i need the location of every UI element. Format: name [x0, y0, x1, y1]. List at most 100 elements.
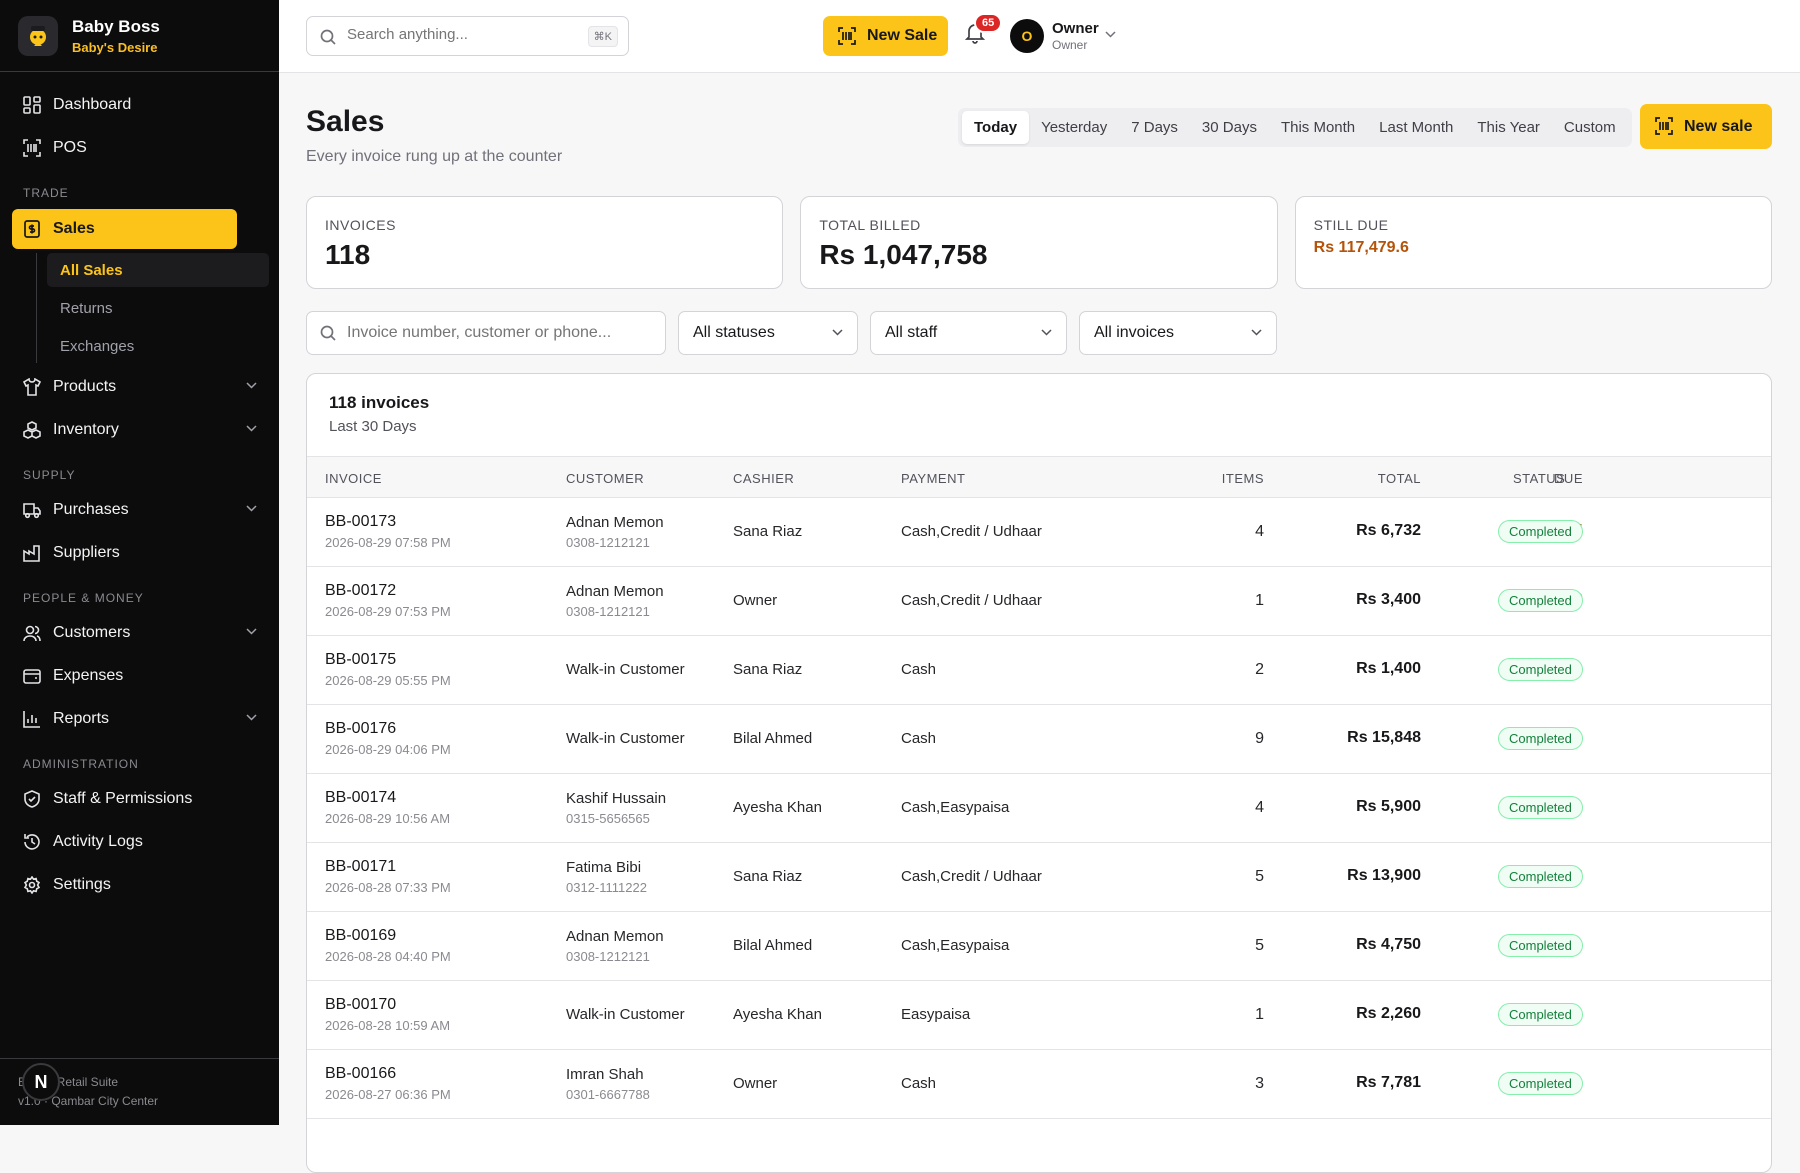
bar-chart-icon — [23, 710, 41, 728]
sidebar-item-reports[interactable]: Reports — [0, 699, 279, 739]
invoice-total: Rs 1,400 — [1356, 660, 1421, 678]
range-this-year[interactable]: This Year — [1465, 111, 1552, 144]
invoice-search-input[interactable] — [347, 324, 647, 342]
invoice-number[interactable]: BB-00172 — [325, 582, 396, 600]
range-today[interactable]: Today — [962, 111, 1029, 144]
invoice-type-filter-select[interactable]: All invoices — [1079, 311, 1277, 355]
invoice-number[interactable]: BB-00173 — [325, 513, 396, 531]
range-custom[interactable]: Custom — [1552, 111, 1628, 144]
status-filter-value: All statuses — [693, 324, 775, 341]
cashier-name: Ayesha Khan — [733, 799, 822, 816]
col-total[interactable]: TOTAL — [1378, 471, 1421, 486]
status-badge: Completed — [1498, 520, 1583, 543]
brand[interactable]: Baby Boss Baby's Desire — [0, 0, 279, 72]
payment-method: Cash — [901, 730, 936, 747]
col-cashier[interactable]: CASHIER — [733, 471, 794, 486]
invoice-search[interactable] — [306, 311, 666, 355]
col-invoice[interactable]: INVOICE — [325, 471, 382, 486]
invoice-date: 2026-08-29 10:56 AM — [325, 811, 450, 826]
cashier-name: Sana Riaz — [733, 868, 802, 885]
status-badge: Completed — [1498, 796, 1583, 819]
factory-icon — [23, 544, 41, 562]
search-icon — [320, 325, 336, 341]
sidebar-item-pos[interactable]: POS — [0, 128, 279, 168]
invoice-number[interactable]: BB-00166 — [325, 1065, 396, 1083]
sidebar-item-suppliers[interactable]: Suppliers — [0, 533, 279, 573]
customer-name: Adnan Memon — [566, 583, 664, 600]
col-customer[interactable]: CUSTOMER — [566, 471, 644, 486]
next-dev-badge[interactable]: N — [22, 1063, 60, 1101]
user-role: Owner — [1052, 38, 1087, 52]
customer-name: Walk-in Customer — [566, 730, 685, 747]
sidebar-item-sales[interactable]: Sales — [12, 209, 237, 249]
invoice-number[interactable]: BB-00175 — [325, 651, 396, 669]
invoice-date: 2026-08-28 07:33 PM — [325, 880, 451, 895]
payment-method: Cash,Credit / Udhaar — [901, 523, 1042, 540]
sidebar-item-label: Expenses — [53, 667, 123, 685]
range-yesterday[interactable]: Yesterday — [1029, 111, 1119, 144]
chevron-down-icon[interactable] — [1105, 31, 1116, 38]
sidebar-item-label: Products — [53, 378, 116, 396]
stat-value: Rs 1,047,758 — [819, 239, 1258, 271]
payment-method: Cash,Easypaisa — [901, 937, 1009, 954]
footer-version: v1.0 · Qambar City Center — [18, 1092, 279, 1111]
customer-name: Walk-in Customer — [566, 661, 685, 678]
items-count: 1 — [1255, 592, 1264, 610]
invoice-number[interactable]: BB-00169 — [325, 927, 396, 945]
global-search[interactable]: ⌘K — [306, 16, 629, 56]
range-this-month[interactable]: This Month — [1269, 111, 1367, 144]
sidebar-item-expenses[interactable]: Expenses — [0, 656, 279, 696]
new-sale-page-button[interactable]: New sale — [1640, 104, 1772, 149]
col-payment[interactable]: PAYMENT — [901, 471, 965, 486]
invoice-number[interactable]: BB-00174 — [325, 789, 396, 807]
invoice-total: Rs 5,900 — [1356, 798, 1421, 816]
sidebar-item-label: Purchases — [53, 501, 129, 519]
sidebar-item-returns[interactable]: Returns — [47, 291, 269, 325]
status-badge: Completed — [1498, 934, 1583, 957]
invoice-number[interactable]: BB-00171 — [325, 858, 396, 876]
invoice-number[interactable]: BB-00170 — [325, 996, 396, 1014]
sidebar-item-settings[interactable]: Settings — [0, 865, 279, 905]
customer-phone: 0308-1212121 — [566, 535, 650, 550]
sidebar-item-label: Activity Logs — [53, 833, 143, 851]
col-items[interactable]: ITEMS — [1222, 471, 1264, 486]
sidebar-item-dashboard[interactable]: Dashboard — [0, 85, 279, 125]
range-last-month[interactable]: Last Month — [1367, 111, 1465, 144]
search-input[interactable] — [347, 26, 577, 43]
table-header: INVOICE CUSTOMER CASHIER PAYMENT ITEMS T… — [307, 456, 1771, 498]
status-filter-select[interactable]: All statuses — [678, 311, 858, 355]
customer-name: Walk-in Customer — [566, 1006, 685, 1023]
invoice-date: 2026-08-27 06:36 PM — [325, 1087, 451, 1102]
sidebar-item-activity-logs[interactable]: Activity Logs — [0, 822, 279, 862]
avatar[interactable]: O — [1010, 19, 1044, 53]
invoice-number[interactable]: BB-00176 — [325, 720, 396, 738]
col-status[interactable]: STATUS — [1513, 471, 1565, 486]
sidebar-item-all-sales[interactable]: All Sales — [47, 253, 269, 287]
staff-filter-select[interactable]: All staff — [870, 311, 1067, 355]
customer-phone: 0301-6667788 — [566, 1087, 650, 1102]
invoice-total: Rs 2,260 — [1356, 1005, 1421, 1023]
new-sale-button[interactable]: New Sale — [823, 16, 948, 56]
range-30-days[interactable]: 30 Days — [1190, 111, 1269, 144]
status-badge: Completed — [1498, 658, 1583, 681]
sidebar-item-purchases[interactable]: Purchases — [0, 490, 279, 530]
table-title: 118 invoices — [329, 393, 429, 413]
new-sale-page-label: New sale — [1684, 118, 1752, 136]
cashier-name: Sana Riaz — [733, 523, 802, 540]
sidebar-item-inventory[interactable]: Inventory — [0, 410, 279, 450]
sidebar-item-products[interactable]: Products — [0, 367, 279, 407]
sidebar-item-staff-permissions[interactable]: Staff & Permissions — [0, 779, 279, 819]
user-name[interactable]: Owner — [1052, 20, 1099, 37]
sidebar-item-exchanges[interactable]: Exchanges — [47, 329, 269, 363]
sidebar-item-customers[interactable]: Customers — [0, 613, 279, 653]
range-7-days[interactable]: 7 Days — [1119, 111, 1190, 144]
